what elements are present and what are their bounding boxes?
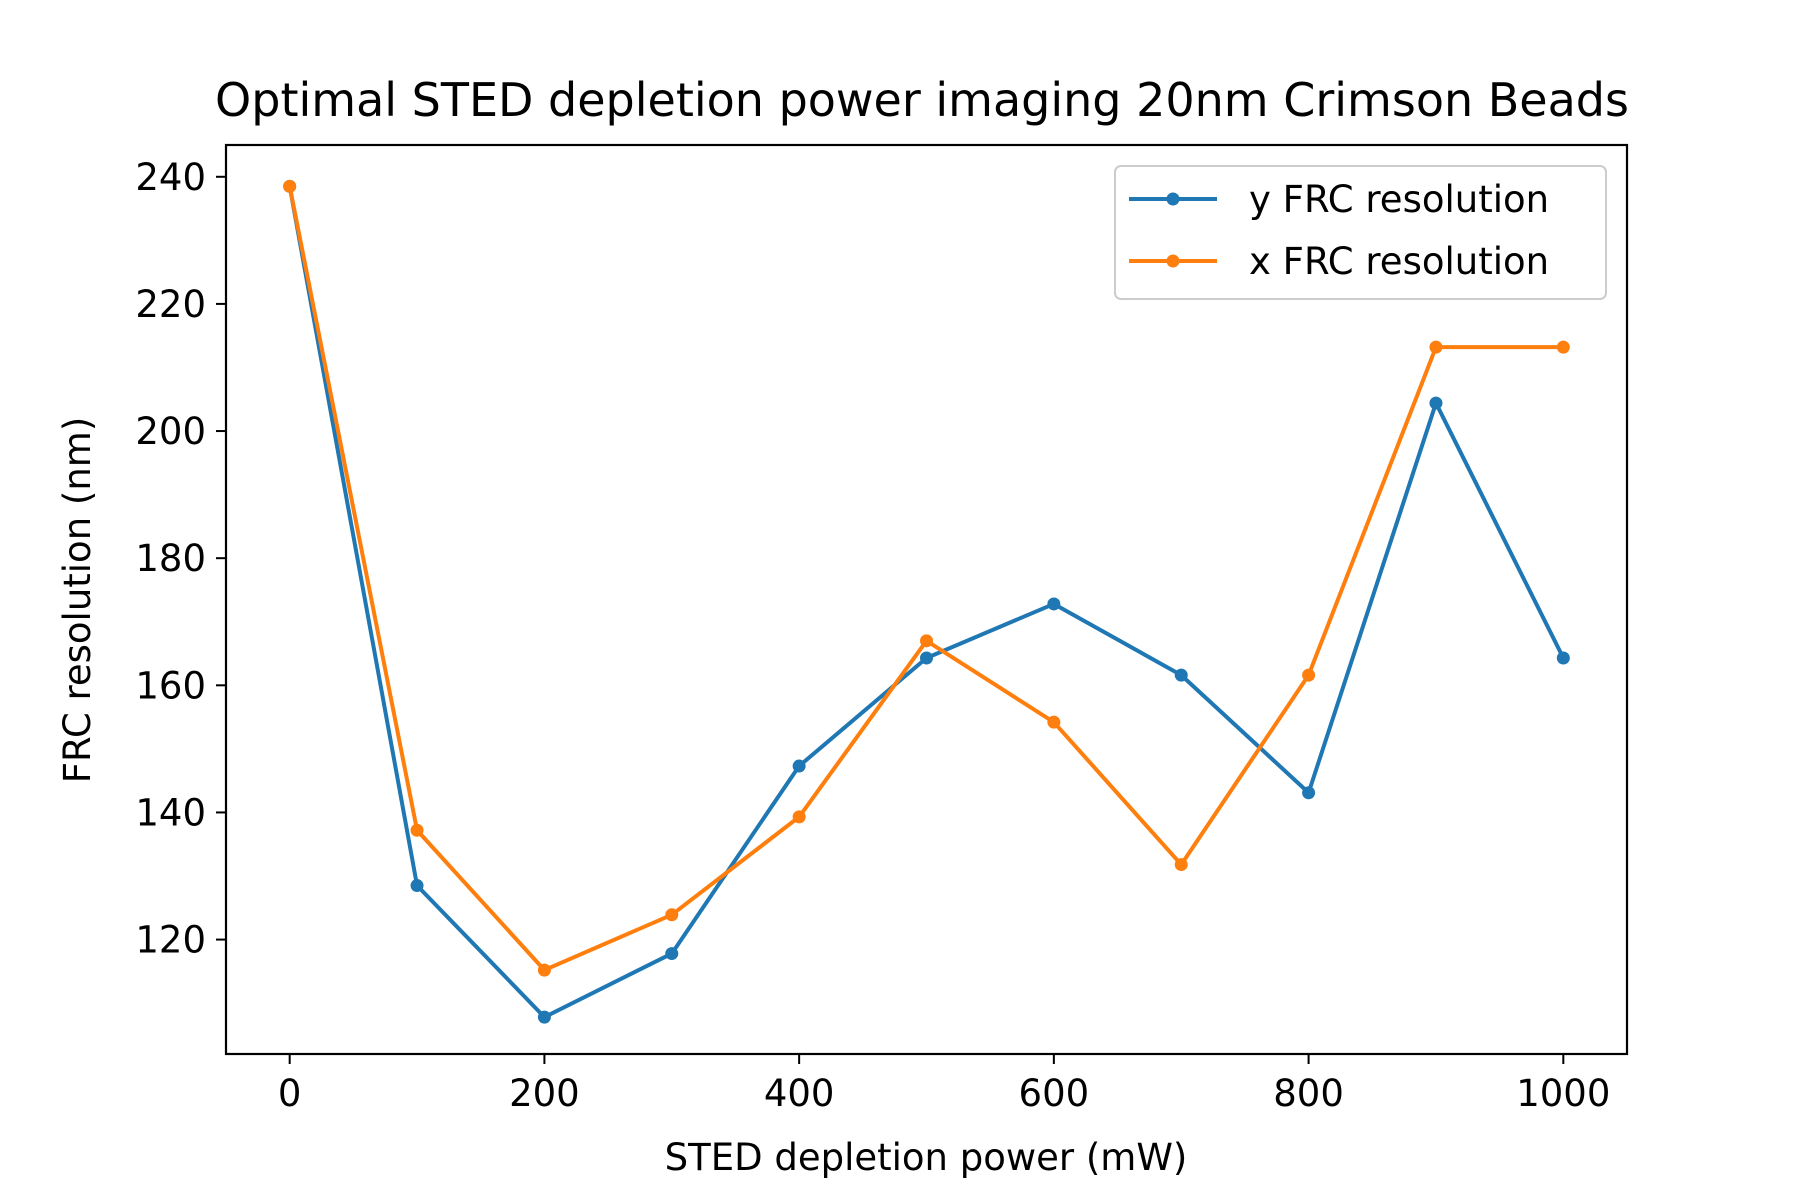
data-point-series-0 (1302, 786, 1316, 800)
y-tick-label: 240 (135, 156, 206, 199)
y-tick-label: 140 (135, 791, 206, 834)
y-axis-label: FRC resolution (nm) (56, 417, 99, 784)
data-point-series-1 (283, 179, 297, 193)
x-tick-label: 400 (764, 1072, 835, 1115)
x-tick-label: 200 (509, 1072, 580, 1115)
x-axis-label: STED depletion power (mW) (665, 1136, 1188, 1179)
x-axis: 0 200 400 600 800 1000 (278, 1054, 1610, 1115)
plot-frame (224, 143, 1629, 1056)
plot-area (283, 179, 1570, 1024)
data-point-series-1 (1429, 340, 1443, 354)
x-tick-label: 1000 (1516, 1072, 1610, 1115)
data-point-series-1 (1302, 668, 1316, 682)
data-point-series-1 (665, 908, 679, 922)
data-point-series-1 (920, 634, 933, 648)
legend-box (1114, 165, 1607, 300)
y-tick-label: 120 (135, 919, 206, 962)
data-point-series-1 (537, 963, 551, 977)
data-point-series-1 (1047, 715, 1061, 729)
data-point-series-0 (1556, 651, 1570, 665)
data-point-series-0 (665, 947, 679, 961)
chart-title: Optimal STED depletion power imaging 20n… (215, 73, 1629, 127)
data-point-series-0 (537, 1010, 551, 1024)
data-point-series-0 (410, 879, 424, 893)
y-tick-label: 200 (135, 410, 206, 453)
data-point-series-0 (1047, 597, 1061, 611)
y-tick-label: 180 (135, 537, 206, 580)
legend-marker-y-frc (1166, 192, 1180, 206)
legend-label-y-frc: y FRC resolution (1249, 178, 1549, 221)
legend-entry-y-frc: y FRC resolution (1129, 178, 1549, 221)
y-tick-label: 160 (135, 664, 206, 707)
legend-marker-x-frc (1166, 254, 1180, 268)
data-point-series-1 (1174, 858, 1188, 872)
data-point-series-1 (410, 823, 424, 837)
data-point-series-0 (1174, 668, 1188, 682)
x-tick-label: 600 (1019, 1072, 1090, 1115)
legend: y FRC resolution x FRC resolution (1114, 165, 1607, 300)
data-point-series-0 (920, 651, 933, 665)
data-point-series-0 (1429, 396, 1443, 410)
y-axis: 120 140 160 180 200 220 240 (135, 156, 226, 962)
data-point-series-0 (792, 759, 806, 773)
data-point-series-1 (1556, 340, 1570, 354)
legend-label-x-frc: x FRC resolution (1249, 240, 1549, 283)
legend-entry-x-frc: x FRC resolution (1129, 240, 1549, 283)
y-tick-label: 220 (135, 283, 206, 326)
x-tick-label: 800 (1273, 1072, 1344, 1115)
x-tick-label: 0 (278, 1072, 302, 1115)
data-point-series-1 (792, 810, 806, 824)
